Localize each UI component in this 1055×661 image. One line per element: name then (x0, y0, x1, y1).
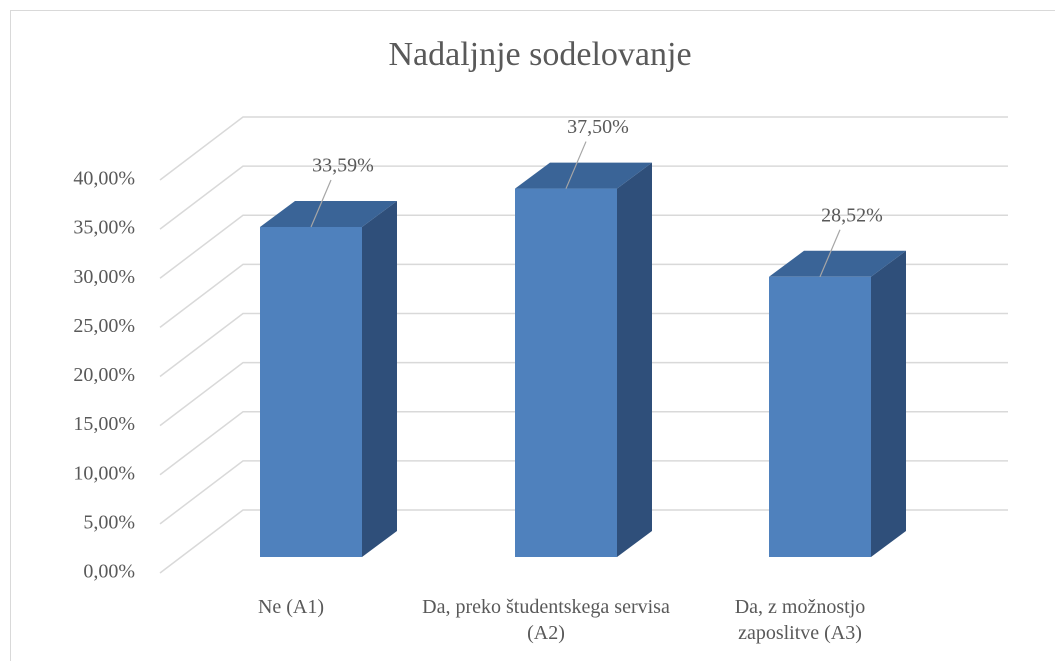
grid-line (159, 509, 1008, 574)
bar-top (260, 200, 397, 227)
y-tick-label: 40,00% (73, 168, 135, 190)
bar (515, 188, 617, 557)
data-label: 37,50% (567, 116, 629, 138)
grid-line (159, 411, 1008, 476)
grid-line (159, 361, 1008, 427)
bar-top (515, 162, 652, 189)
y-tick-label: 5,00% (83, 511, 135, 533)
bar-top (769, 250, 906, 277)
y-tick-label: 25,00% (73, 315, 135, 337)
y-tick-label: 15,00% (73, 413, 135, 435)
chart-title: Nadaljnje sodelovanje (388, 36, 691, 73)
grid-line (159, 263, 1008, 328)
data-label: 28,52% (821, 204, 883, 226)
grid-line (159, 460, 1008, 525)
y-tick-label: 30,00% (73, 266, 135, 288)
y-tick-label: 20,00% (73, 364, 135, 386)
bar-side (362, 200, 397, 557)
x-tick-label: Da, z možnostjo zaposlitve (A3) (734, 596, 866, 644)
grid-line (159, 214, 1008, 279)
bar (260, 226, 362, 557)
bar (769, 276, 871, 557)
bar-side (617, 162, 652, 557)
data-label: 33,59% (312, 155, 374, 177)
grid-line (159, 165, 1008, 230)
leader-line (565, 141, 587, 189)
x-tick-label: Ne (A1) (257, 596, 325, 618)
y-tick-label: 10,00% (73, 462, 135, 484)
leader-line (819, 229, 841, 278)
y-tick-label: 0,00% (83, 561, 135, 583)
x-tick-label: Da, preko študentskega servisa (A2) (422, 596, 670, 644)
y-tick-label: 35,00% (73, 217, 135, 239)
bar-side (871, 250, 906, 557)
leader-line (310, 179, 332, 228)
grid-line (159, 312, 1008, 378)
chart-border (10, 10, 1055, 661)
grid-line (159, 116, 1008, 181)
